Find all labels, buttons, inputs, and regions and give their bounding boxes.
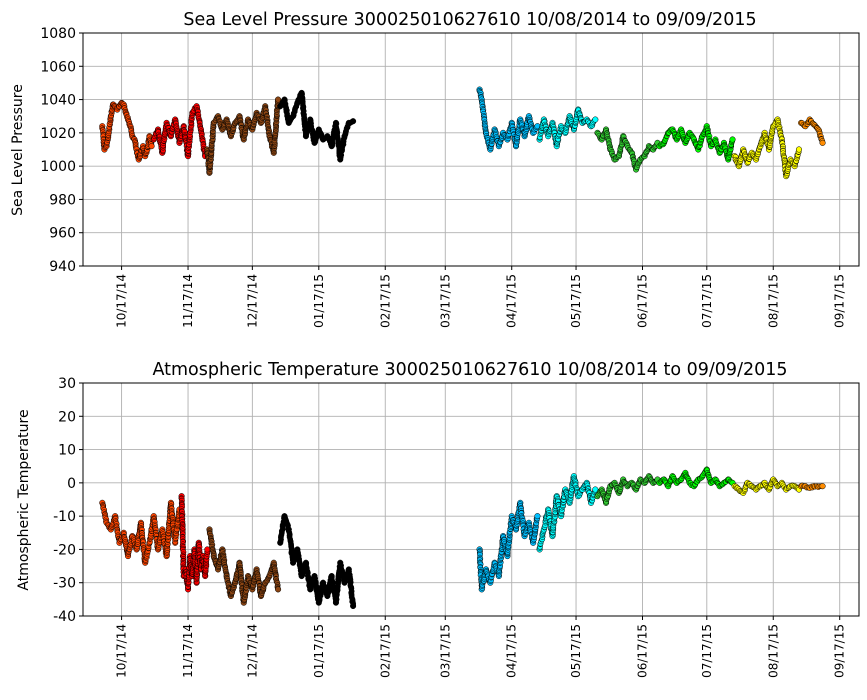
series-5 (476, 499, 541, 593)
x-tick-label: 03/17/15 (438, 624, 452, 678)
x-tick-label: 04/17/15 (505, 624, 519, 678)
x-tick-label: 10/17/14 (115, 274, 129, 328)
sea-level-pressure-panel: Sea Level Pressure 300025010627610 10/08… (10, 10, 860, 328)
series-3 (204, 96, 282, 176)
y-tick-label: 980 (49, 192, 76, 208)
x-tick-label: 10/17/14 (115, 624, 129, 678)
series-6 (536, 473, 599, 553)
data-points-atmospheric-temperature (99, 466, 826, 610)
x-tick-label: 11/17/14 (181, 624, 195, 678)
x-tick-label: 07/17/15 (700, 274, 714, 328)
y-tick-label: 960 (49, 226, 76, 242)
series-10 (798, 116, 826, 146)
y-tick-label: 20 (58, 409, 76, 425)
data-point (819, 139, 826, 146)
x-tick-label: 03/17/15 (438, 274, 452, 328)
x-tick-label: 05/17/15 (569, 624, 583, 678)
y-axis-label-atmospheric-temperature: Atmospheric Temperature (16, 409, 32, 590)
series-9 (731, 116, 803, 180)
y-tick-label: 1060 (40, 59, 76, 75)
x-tick-label: 12/17/14 (245, 274, 259, 328)
y-axis-label-sea-level-pressure: Sea Level Pressure (10, 84, 26, 216)
x-tick-label: 04/17/15 (505, 274, 519, 328)
series-9 (731, 476, 803, 496)
x-tick-label: 06/17/15 (635, 624, 649, 678)
series-8 (656, 123, 736, 163)
x-tick-label: 05/17/15 (569, 274, 583, 328)
y-tick-label: -30 (53, 576, 76, 592)
chart-title-sea-level-pressure: Sea Level Pressure 300025010627610 10/08… (183, 10, 756, 30)
x-tick-label: 11/17/14 (181, 274, 195, 328)
ticks-sea-level-pressure: 940 960 980 1000 1020 1040 1060 1080 10/17/14 11/… (40, 26, 846, 328)
y-tick-label: 30 (58, 376, 76, 392)
series-8 (656, 466, 736, 490)
data-points-sea-level-pressure (99, 86, 826, 180)
plot-frame-sea-level-pressure (82, 32, 860, 267)
data-point (275, 586, 282, 593)
y-tick-label: 0 (67, 476, 76, 492)
x-tick-label: 08/17/15 (766, 624, 780, 678)
x-tick-label: 06/17/15 (635, 274, 649, 328)
y-tick-label: -40 (53, 609, 76, 625)
y-tick-label: 10 (58, 443, 76, 459)
data-point (350, 602, 357, 610)
grid-sea-level-pressure (83, 32, 859, 267)
data-point (795, 146, 803, 153)
y-tick-label: 1020 (40, 126, 76, 142)
x-tick-label: 02/17/15 (378, 274, 392, 328)
x-tick-label: 09/17/15 (833, 274, 847, 328)
y-tick-label: 1080 (40, 26, 76, 42)
series-1 (99, 499, 183, 566)
data-point (534, 513, 541, 520)
data-point (350, 118, 357, 125)
x-tick-label: 08/17/15 (766, 274, 780, 328)
chart-title-atmospheric-temperature: Atmospheric Temperature 300025010627610 … (152, 360, 787, 380)
series-3 (206, 526, 282, 606)
x-tick-label: 01/17/15 (312, 274, 326, 328)
series-7 (594, 473, 661, 506)
y-tick-label: -20 (53, 542, 76, 558)
x-tick-label: 09/17/15 (833, 624, 847, 678)
series-2 (178, 493, 211, 593)
x-tick-label: 07/17/15 (700, 624, 714, 678)
x-tick-label: 12/17/14 (245, 624, 259, 678)
data-point (729, 136, 736, 143)
series-4 (277, 89, 357, 163)
series-7 (594, 126, 661, 173)
series-4 (277, 513, 357, 610)
y-tick-label: 940 (49, 259, 76, 275)
series-1 (99, 99, 155, 163)
y-tick-label: 1040 (40, 93, 76, 109)
data-point (148, 143, 155, 150)
y-tick-label: 1000 (40, 159, 76, 175)
x-tick-label: 02/17/15 (378, 624, 392, 678)
atmospheric-temperature-panel: Atmospheric Temperature 300025010627610 … (16, 360, 860, 678)
x-tick-label: 01/17/15 (312, 624, 326, 678)
series-6 (536, 106, 599, 150)
data-point (819, 483, 826, 490)
y-tick-label: -10 (53, 509, 76, 525)
series-10 (798, 482, 826, 491)
data-point (592, 116, 599, 123)
series-5 (476, 86, 541, 153)
series-2 (150, 103, 209, 160)
